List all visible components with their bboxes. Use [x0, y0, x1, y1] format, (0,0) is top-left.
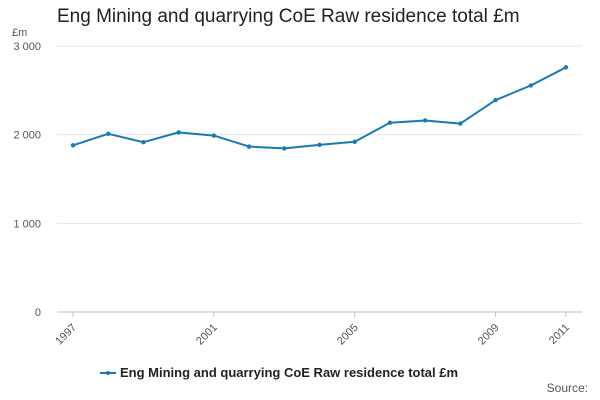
series-line [72, 66, 567, 150]
data-point[interactable] [528, 83, 533, 88]
x-tick-label: 2011 [547, 322, 572, 347]
data-point[interactable] [282, 146, 287, 151]
legend[interactable]: Eng Mining and quarrying CoE Raw residen… [100, 365, 458, 380]
data-point[interactable] [211, 133, 217, 138]
data-point[interactable] [176, 130, 181, 135]
x-tick-label: 1997 [53, 322, 79, 348]
data-point[interactable] [387, 120, 393, 125]
y-tick-label: 1 000 [13, 218, 41, 230]
data-point[interactable] [106, 131, 111, 136]
series-layer [70, 65, 569, 151]
grid-lines [57, 45, 582, 224]
tick-labels: 0 1 000 2 000 3 000 1997 2001 2005 2009 2011 [13, 41, 572, 347]
data-point[interactable] [493, 97, 498, 103]
data-point[interactable] [352, 139, 357, 144]
axes [57, 311, 582, 317]
y-tick-label: 0 [35, 307, 41, 319]
data-point[interactable] [458, 121, 463, 126]
data-point[interactable] [422, 118, 428, 123]
x-tick-label: 2009 [476, 322, 502, 348]
data-point[interactable] [317, 142, 322, 148]
y-axis-unit-label: £m [12, 27, 27, 39]
legend-label: Eng Mining and quarrying CoE Raw residen… [120, 365, 459, 380]
y-tick-label: 2 000 [13, 130, 41, 142]
legend-swatch [100, 368, 116, 378]
data-point[interactable] [246, 144, 252, 149]
source-label: Source: [546, 381, 588, 395]
data-point[interactable] [563, 65, 569, 70]
data-point[interactable] [70, 143, 76, 148]
x-tick-label: 2001 [194, 322, 220, 348]
chart-title: Eng Mining and quarrying CoE Raw residen… [57, 6, 520, 27]
data-point[interactable] [141, 140, 146, 145]
y-tick-label: 3 000 [13, 41, 41, 53]
x-tick-label: 2005 [335, 322, 361, 348]
